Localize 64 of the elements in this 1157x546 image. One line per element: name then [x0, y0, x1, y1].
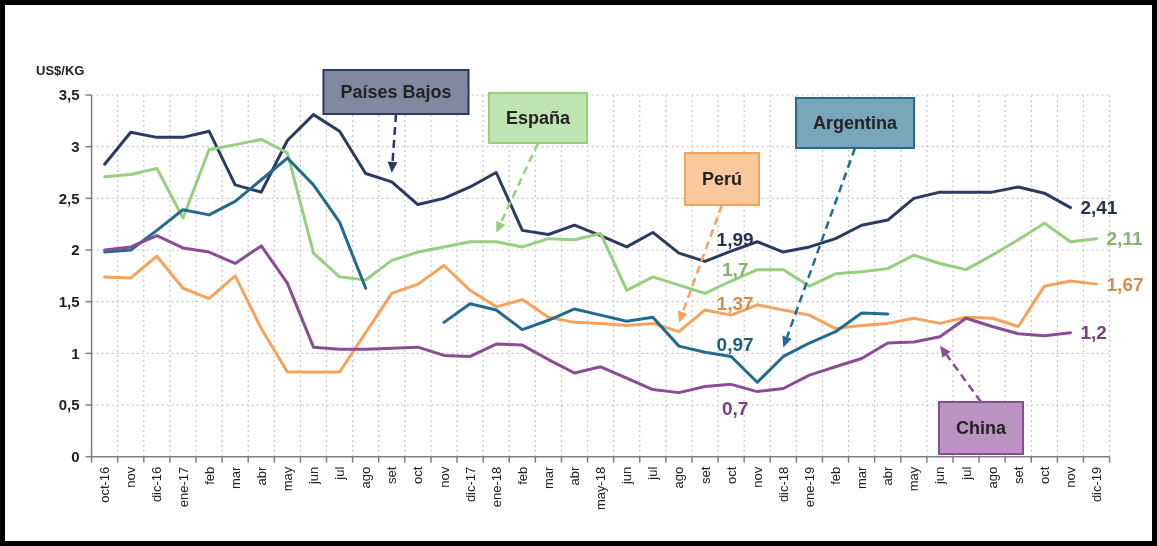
x-tick-label: ene-17: [175, 466, 191, 508]
x-tick-label: mar: [227, 466, 243, 490]
x-tick-label: oct: [1036, 466, 1052, 485]
x-tick-label: set: [697, 466, 713, 485]
x-tick-label: jul: [958, 466, 974, 481]
text: China: [955, 418, 1007, 439]
x-tick-label: abr: [567, 466, 583, 486]
x-tick-label: feb: [828, 466, 844, 485]
data-label: 1,99: [716, 228, 754, 250]
x-tick-label: jun: [619, 466, 635, 486]
y-tick-label: 2,5: [58, 189, 80, 207]
series-label: Países Bajos: [340, 82, 452, 103]
x-tick-label: dic-19: [1089, 466, 1105, 503]
x-tick-label: ene-18: [488, 466, 504, 508]
x-tick-label: nov: [1063, 466, 1078, 488]
y-tick-label: 3: [71, 137, 80, 155]
data-label: 1,2: [1080, 322, 1107, 344]
x-tick-label: dic-17: [462, 466, 478, 503]
y-axis-title: US$/KG: [36, 63, 85, 78]
x-tick-label: feb: [514, 466, 530, 485]
x-tick-label: set: [1010, 466, 1026, 485]
data-label: 2,41: [1080, 197, 1118, 219]
x-tick-label: nov: [749, 466, 765, 488]
y-tick-label: 1,5: [58, 292, 80, 310]
x-tick-label: abr: [253, 466, 269, 486]
data-label: 0,97: [716, 334, 754, 356]
y-tick-label: 3,5: [58, 86, 80, 104]
y-tick-label: 1: [71, 344, 80, 362]
x-tick-label: mar: [540, 466, 556, 490]
y-tick-label: 0,5: [58, 396, 80, 414]
y-tick-label: 0: [71, 447, 80, 465]
x-tick-label: may: [906, 466, 922, 492]
data-label: 1,67: [1106, 273, 1144, 295]
data-label: 1,37: [716, 292, 754, 314]
x-tick-label: ago: [984, 466, 1000, 489]
x-tick-label: feb: [201, 466, 217, 485]
data-label: 1,7: [721, 258, 749, 280]
x-tick-label: oct-16: [97, 466, 113, 503]
x-tick-label: ago: [671, 466, 687, 489]
x-tick-label: oct: [723, 466, 739, 485]
x-tick-label: may-18: [593, 466, 609, 511]
x-tick-label: jun: [306, 466, 322, 486]
data-label: 0,7: [721, 398, 749, 420]
y-tick-label: 2: [71, 241, 80, 259]
x-tick-label: nov: [123, 466, 139, 488]
x-tick-label: dic-18: [775, 466, 791, 503]
line-series: [103, 113, 1072, 263]
x-tick-label: jul: [332, 466, 348, 481]
x-tick-label: abr: [880, 466, 896, 486]
x-tick-label: ene-19: [801, 466, 817, 508]
text: Perú: [701, 169, 743, 190]
x-tick-label: mar: [854, 466, 870, 490]
x-tick-label: ago: [358, 466, 374, 489]
x-tick-label: nov: [436, 466, 452, 488]
text: España: [505, 108, 571, 129]
x-tick-label: jul: [645, 466, 661, 481]
x-tick-label: may: [279, 466, 295, 492]
x-tick-label: dic-16: [149, 466, 165, 503]
x-tick-label: set: [384, 466, 400, 485]
data-label: 2,11: [1106, 228, 1143, 250]
x-tick-label: jun: [932, 466, 948, 486]
text: Argentina: [812, 113, 898, 134]
line-series: [103, 234, 1072, 395]
x-tick-label: oct: [410, 466, 426, 485]
